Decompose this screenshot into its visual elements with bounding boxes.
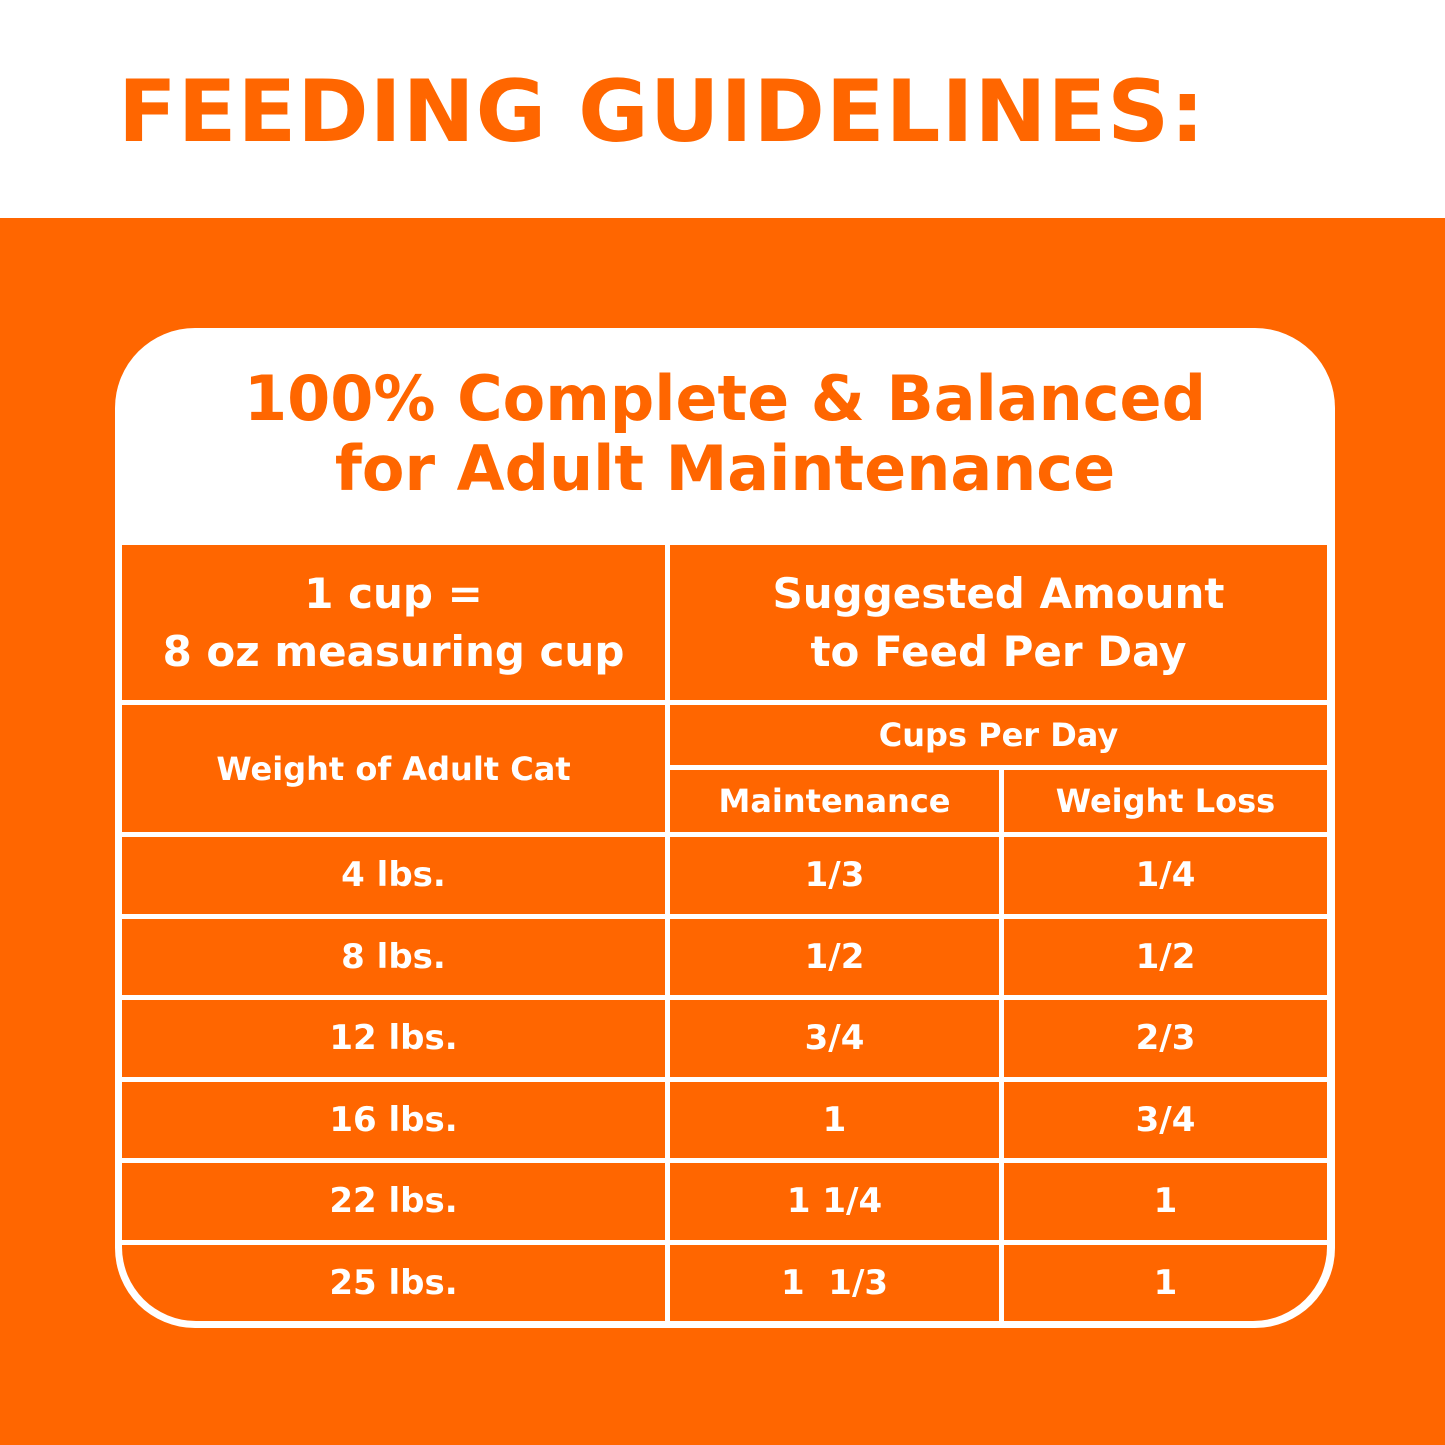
table-cell-weight-loss: 1	[1004, 1163, 1327, 1240]
card-title-line2: for Adult Maintenance	[334, 432, 1116, 505]
table-cell-weight: 22 lbs.	[122, 1163, 665, 1240]
suggested-amount-line2: to Feed Per Day	[810, 626, 1187, 676]
suggested-amount-header: Suggested Amount to Feed Per Day	[670, 545, 1327, 700]
cups-per-day-header: Cups Per Day	[670, 705, 1327, 765]
weight-loss-header: Weight Loss	[1004, 770, 1327, 832]
table-cell-weight: 8 lbs.	[122, 918, 665, 995]
table-cell-weight-loss: 3/4	[1004, 1081, 1327, 1158]
suggested-amount-line1: Suggested Amount	[772, 568, 1225, 618]
table-cell-weight: 16 lbs.	[122, 1081, 665, 1158]
card-title-line1: 100% Complete & Balanced	[244, 362, 1206, 435]
table-cell-maintenance: 1/3	[670, 837, 999, 914]
feeding-table: 1 cup = 8 oz measuring cup Suggested Amo…	[122, 545, 1327, 1321]
cup-measure-line1: 1 cup =	[304, 568, 483, 618]
table-cell-maintenance: 1	[670, 1081, 999, 1158]
table-cell-maintenance: 3/4	[670, 1000, 999, 1077]
table-cell-weight-loss: 1	[1004, 1244, 1327, 1321]
header-band: FEEDING GUIDELINES:	[0, 0, 1445, 218]
page-title: FEEDING GUIDELINES:	[118, 62, 1206, 162]
cup-measure-line2: 8 oz measuring cup	[162, 626, 625, 676]
table-cell-weight-loss: 2/3	[1004, 1000, 1327, 1077]
table-cell-weight-loss: 1/2	[1004, 918, 1327, 995]
table-cell-maintenance: 1 1/3	[670, 1244, 999, 1321]
maintenance-header: Maintenance	[670, 770, 999, 832]
table-cell-weight: 25 lbs.	[122, 1244, 665, 1321]
table-cell-maintenance: 1 1/4	[670, 1163, 999, 1240]
table-cell-maintenance: 1/2	[670, 918, 999, 995]
table-cell-weight: 12 lbs.	[122, 1000, 665, 1077]
table-cell-weight-loss: 1/4	[1004, 837, 1327, 914]
cup-measure-header: 1 cup = 8 oz measuring cup	[122, 545, 665, 700]
feeding-card: 100% Complete & Balanced for Adult Maint…	[115, 328, 1335, 1328]
table-cell-weight: 4 lbs.	[122, 837, 665, 914]
card-title: 100% Complete & Balanced for Adult Maint…	[115, 364, 1335, 504]
weight-column-header: Weight of Adult Cat	[122, 705, 665, 832]
